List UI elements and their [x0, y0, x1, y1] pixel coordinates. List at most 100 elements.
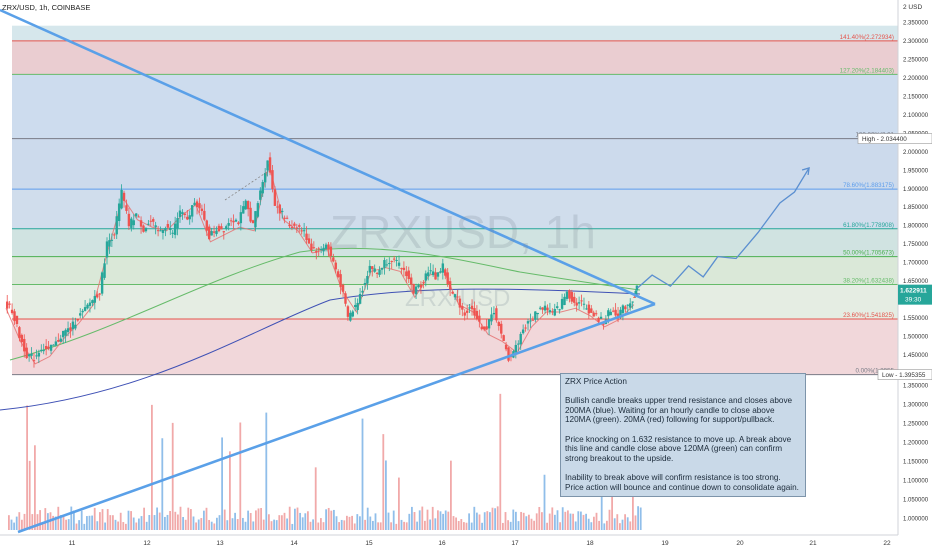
- volume-bar: [325, 509, 327, 530]
- candle-body: [93, 296, 97, 303]
- volume-bar: [598, 520, 600, 530]
- fib-label: 0.00%(1.3955: [855, 368, 894, 375]
- candle-body: [468, 307, 471, 309]
- volume-bar: [624, 514, 626, 530]
- volume-bar: [216, 517, 218, 530]
- volume-bar: [262, 519, 265, 530]
- candle-body: [565, 291, 569, 299]
- volume-bar: [559, 522, 561, 530]
- volume-bar: [96, 521, 99, 530]
- volume-bar: [616, 514, 619, 530]
- candle-body: [629, 303, 632, 308]
- volume-bar: [151, 404, 153, 530]
- volume-bar: [496, 506, 499, 530]
- candle-body: [44, 346, 48, 350]
- volume-bar: [304, 513, 307, 530]
- volume-bar: [270, 521, 273, 530]
- candle-body: [497, 322, 501, 327]
- volume-bar: [26, 405, 28, 530]
- time-label: 15: [365, 540, 373, 547]
- note-title: ZRX Price Action: [565, 377, 627, 386]
- candle-body: [619, 309, 622, 318]
- volume-bar: [447, 511, 450, 530]
- volume-bar: [377, 522, 379, 530]
- volume-bar: [54, 516, 57, 530]
- volume-bar: [385, 460, 387, 530]
- volume-bar: [554, 514, 556, 530]
- price-tick: 1.100000: [903, 479, 929, 485]
- volume-bar: [437, 510, 439, 530]
- chart-header: ZRX/USD, 1h, COINBASE: [0, 0, 92, 15]
- volume-bar: [439, 511, 442, 530]
- candle-body: [263, 173, 267, 183]
- volume-bar: [158, 512, 161, 530]
- volume-bar: [379, 522, 382, 530]
- low-tag: Low - 1.395355: [882, 372, 926, 379]
- volume-bar: [140, 516, 143, 530]
- candle-body: [582, 303, 586, 305]
- candle-body: [470, 305, 474, 310]
- candle-body: [558, 309, 561, 311]
- volume-bar: [551, 507, 554, 530]
- candle-body: [71, 321, 75, 330]
- time-label: 13: [216, 540, 224, 547]
- candle-body: [356, 302, 359, 311]
- volume-bar: [312, 519, 314, 530]
- fib-label: 50.00%(1.705673): [843, 250, 894, 257]
- candle-body: [237, 222, 240, 225]
- volume-bar: [78, 520, 80, 530]
- watermark-symbol: ZRXUSD, 1h: [330, 206, 596, 258]
- volume-bar: [182, 516, 184, 530]
- candle-body: [312, 247, 316, 249]
- candle-body: [20, 334, 24, 343]
- volume-bar: [236, 519, 239, 530]
- candle-body: [611, 310, 615, 312]
- candle-body: [117, 203, 121, 221]
- candle-body: [358, 293, 362, 304]
- candle-body: [397, 262, 401, 266]
- volume-bar: [197, 519, 200, 530]
- volume-bar: [93, 507, 96, 530]
- volume-bar: [291, 523, 294, 530]
- candle-body: [64, 329, 67, 336]
- candle-body: [324, 244, 328, 249]
- fib-zone: [12, 284, 898, 319]
- volume-bar: [91, 515, 93, 530]
- candle-body: [616, 313, 620, 318]
- volume-bar: [153, 515, 156, 530]
- volume-bar: [8, 515, 10, 530]
- price-tick: 1.750000: [903, 242, 929, 248]
- candle-body: [339, 274, 342, 288]
- candle-body: [334, 262, 337, 270]
- candle-body: [15, 315, 19, 324]
- volume-bar: [301, 517, 304, 530]
- candle-body: [79, 313, 82, 316]
- volume-bar: [613, 518, 616, 530]
- annotation-note[interactable]: ZRX Price Action Bullish candle breaks u…: [560, 373, 806, 497]
- candle-body: [439, 271, 442, 273]
- candle-body: [431, 271, 435, 276]
- time-axis: 11 12 13 14 15 16 17 18 19 20 21 22: [0, 534, 898, 550]
- volume-bar: [80, 510, 83, 530]
- volume-bar: [184, 519, 187, 530]
- volume-bar: [330, 510, 333, 530]
- volume-bar: [109, 515, 112, 530]
- dashed-connector: [224, 169, 271, 201]
- candle-body: [88, 302, 92, 306]
- candle-body: [25, 347, 28, 359]
- price-tick: 1.350000: [903, 384, 929, 390]
- candle-body: [169, 228, 172, 231]
- projection-arrow: [801, 167, 810, 176]
- candle-body: [529, 320, 532, 322]
- symbol-label: ZRX/USD, 1h, COINBASE: [2, 3, 91, 12]
- price-tick: 1.450000: [903, 353, 929, 359]
- candle-body: [305, 233, 308, 241]
- candle-body: [400, 268, 403, 270]
- volume-bar: [572, 513, 574, 530]
- candle-body: [319, 248, 323, 251]
- volume-bar: [195, 522, 197, 530]
- volume-bar: [333, 509, 335, 530]
- candle-body: [483, 326, 486, 330]
- candle-body: [524, 327, 527, 329]
